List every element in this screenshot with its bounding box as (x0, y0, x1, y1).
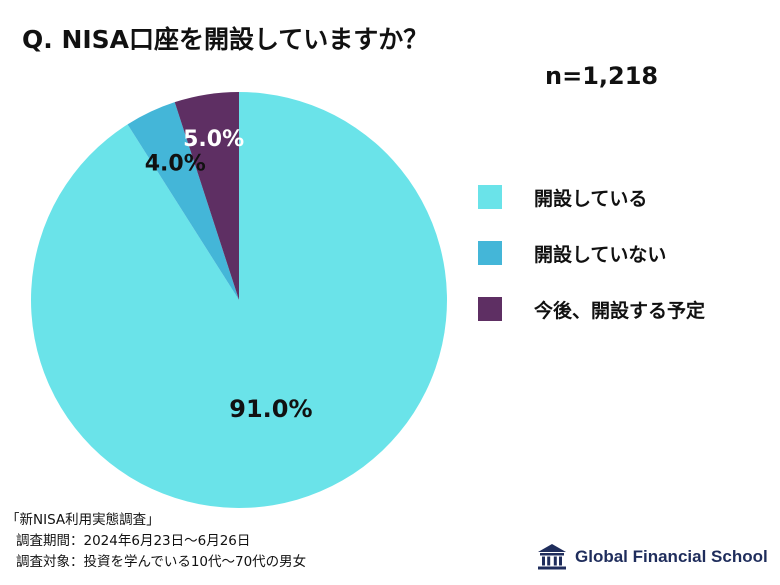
pie-slice-not-opened (127, 102, 239, 301)
pie-label-planned: 5.0% (183, 127, 244, 152)
legend: 開設している 開設していない 今後、開設する予定 (478, 178, 705, 346)
pie-slice-opened (30, 92, 448, 508)
survey-period: 調査期間：2024年6月23日～6月26日 (16, 533, 251, 549)
survey-target: 調査対象：投資を学んでいる10代～70代の男女 (16, 554, 307, 570)
legend-label-opened: 開設している (534, 187, 648, 210)
legend-item-not-opened: 開設していない (478, 234, 705, 272)
legend-swatch-not-opened (478, 241, 502, 265)
pie-label-not-opened: 4.0% (145, 151, 206, 176)
legend-swatch-planned (478, 297, 502, 321)
legend-item-opened: 開設している (478, 178, 705, 216)
legend-item-planned: 今後、開設する予定 (478, 290, 705, 328)
brand-logo: Global Financial School (536, 543, 768, 571)
school-building-icon (538, 544, 566, 570)
legend-label-planned: 今後、開設する予定 (534, 299, 706, 322)
logo-text: Global Financial School (575, 547, 768, 566)
pie-slice-planned (174, 92, 239, 300)
question-title: Q. NISA口座を開設していますか？ (22, 25, 429, 54)
survey-info: 「新NISA利用実態調査」 調査期間：2024年6月23日～6月26日 調査対象… (6, 510, 306, 573)
sample-size: n=1,218 (545, 62, 659, 90)
pie-label-opened: 91.0% (229, 395, 312, 423)
legend-swatch-opened (478, 185, 502, 209)
legend-label-not-opened: 開設していない (534, 243, 667, 266)
survey-title: 「新NISA利用実態調査」 (6, 512, 160, 528)
